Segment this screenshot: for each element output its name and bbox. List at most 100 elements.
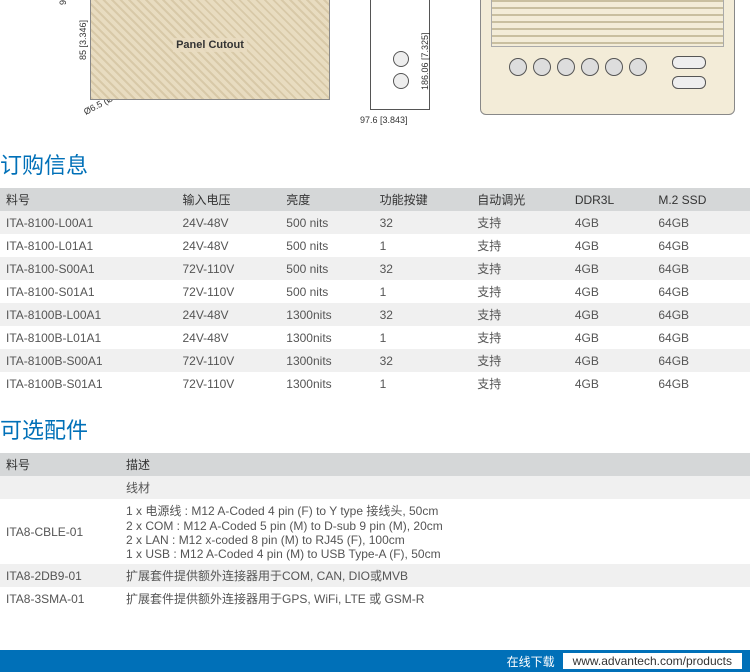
table-row: ITA8-2DB9-01扩展套件提供额外连接器用于COM, CAN, DIO或M… — [0, 564, 750, 587]
table-cell: 支持 — [471, 280, 569, 303]
table-cell: 1 — [374, 326, 472, 349]
dimension-label: 186.06 [7.325] — [420, 32, 430, 90]
table-row: ITA-8100B-S00A172V-110V1300nits32支持4GB64… — [0, 349, 750, 372]
table-cell: 72V-110V — [176, 349, 280, 372]
table-cell: 支持 — [471, 349, 569, 372]
col-m2ssd: M.2 SSD — [652, 188, 750, 211]
dimension-label: 85 [3.346] — [78, 20, 88, 60]
table-cell: 1 — [374, 234, 472, 257]
accessories-table: 料号 描述 线材ITA8-CBLE-011 x 电源线 : M12 A-Code… — [0, 453, 750, 610]
table-cell: 1 x 电源线 : M12 A-Coded 4 pin (F) to Y typ… — [120, 499, 750, 564]
col-desc: 描述 — [120, 453, 750, 476]
dimension-label: 92.7 [3 — [58, 0, 68, 5]
m12-port-icon — [581, 58, 599, 76]
footer-bar: 在线下载 www.advantech.com/products — [0, 650, 750, 672]
heatsink-icon — [491, 0, 724, 47]
table-cell: 支持 — [471, 372, 569, 395]
table-cell: 4GB — [569, 372, 653, 395]
table-row: ITA-8100-S01A172V-110V500 nits1支持4GB64GB — [0, 280, 750, 303]
table-cell: 4GB — [569, 349, 653, 372]
table-cell: 64GB — [652, 326, 750, 349]
table-row: ITA8-3SMA-01扩展套件提供额外连接器用于GPS, WiFi, LTE … — [0, 587, 750, 610]
col-ddr3l: DDR3L — [569, 188, 653, 211]
table-row: ITA8-CBLE-011 x 电源线 : M12 A-Coded 4 pin … — [0, 499, 750, 564]
table-cell: 1 — [374, 372, 472, 395]
table-row: ITA-8100-L00A124V-48V500 nits32支持4GB64GB — [0, 211, 750, 234]
table-cell: 24V-48V — [176, 234, 280, 257]
table-cell: 64GB — [652, 303, 750, 326]
table-cell: 64GB — [652, 280, 750, 303]
table-cell: 64GB — [652, 211, 750, 234]
table-cell: 4GB — [569, 303, 653, 326]
table-cell: 支持 — [471, 326, 569, 349]
panel-cutout-label: Panel Cutout — [173, 38, 247, 52]
table-cell: ITA-8100B-L01A1 — [0, 326, 176, 349]
table-cell: 1300nits — [280, 372, 373, 395]
table-cell: 72V-110V — [176, 257, 280, 280]
m12-port-icon — [605, 58, 623, 76]
connector-icon — [393, 51, 409, 67]
table-cell: 4GB — [569, 280, 653, 303]
table-cell: ITA-8100B-S00A1 — [0, 349, 176, 372]
table-cell: 4GB — [569, 326, 653, 349]
table-cell: 4GB — [569, 257, 653, 280]
table-cell: ITA-8100B-L00A1 — [0, 303, 176, 326]
footer-link[interactable]: www.advantech.com/products — [563, 653, 742, 669]
table-cell: 500 nits — [280, 257, 373, 280]
footer-download-label: 在线下载 — [507, 653, 555, 670]
mechanical-diagram: 92.7 [3 85 [3.3 85 [3.346] Ø6.5 (Ø0.256)… — [0, 0, 750, 130]
table-cell: 24V-48V — [176, 326, 280, 349]
table-cell: 24V-48V — [176, 303, 280, 326]
dimension-label: 97.6 [3.843] — [360, 115, 408, 125]
col-brightness: 亮度 — [280, 188, 373, 211]
col-keys: 功能按键 — [374, 188, 472, 211]
panel-cutout-view: 92.7 [3 85 [3.3 85 [3.346] Ø6.5 (Ø0.256)… — [40, 0, 300, 100]
table-cell: 1300nits — [280, 326, 373, 349]
table-row: ITA-8100-L01A124V-48V500 nits1支持4GB64GB — [0, 234, 750, 257]
side-view: 186.06 [7.325] 97.6 [3.843] — [370, 0, 450, 125]
table-row: ITA-8100B-S01A172V-110V1300nits1支持4GB64G… — [0, 372, 750, 395]
table-cell: 500 nits — [280, 234, 373, 257]
m12-port-icon — [629, 58, 647, 76]
table-cell: ITA-8100-S00A1 — [0, 257, 176, 280]
accessories-heading: 可选配件 — [0, 413, 750, 445]
table-cell: 32 — [374, 349, 472, 372]
table-cell: 支持 — [471, 234, 569, 257]
table-row: ITA-8100B-L01A124V-48V1300nits1支持4GB64GB — [0, 326, 750, 349]
table-cell — [0, 476, 120, 499]
col-dimming: 自动调光 — [471, 188, 569, 211]
table-cell: ITA-8100-S01A1 — [0, 280, 176, 303]
dsub-port-icon — [672, 56, 706, 69]
table-cell: ITA8-CBLE-01 — [0, 499, 120, 564]
ordering-info-heading: 订购信息 — [0, 148, 750, 180]
table-cell: ITA-8100-L01A1 — [0, 234, 176, 257]
table-cell: ITA-8100-L00A1 — [0, 211, 176, 234]
table-cell: 500 nits — [280, 211, 373, 234]
table-cell: ITA8-2DB9-01 — [0, 564, 120, 587]
connector-icon — [393, 73, 409, 89]
table-cell: 1 — [374, 280, 472, 303]
rear-view — [480, 0, 735, 115]
table-cell: 支持 — [471, 303, 569, 326]
table-cell: 72V-110V — [176, 280, 280, 303]
table-cell: 64GB — [652, 372, 750, 395]
table-cell: 32 — [374, 303, 472, 326]
table-row: ITA-8100B-L00A124V-48V1300nits32支持4GB64G… — [0, 303, 750, 326]
table-subheader: 线材 — [0, 476, 750, 499]
m12-port-icon — [557, 58, 575, 76]
table-cell: ITA8-3SMA-01 — [0, 587, 120, 610]
ordering-header-row: 料号 输入电压 亮度 功能按键 自动调光 DDR3L M.2 SSD — [0, 188, 750, 211]
table-cell: 线材 — [120, 476, 750, 499]
table-cell: 64GB — [652, 257, 750, 280]
table-cell: 1300nits — [280, 303, 373, 326]
table-cell: 4GB — [569, 234, 653, 257]
table-cell: 32 — [374, 211, 472, 234]
dsub-port-icon — [672, 76, 706, 89]
col-voltage: 输入电压 — [176, 188, 280, 211]
m12-port-icon — [533, 58, 551, 76]
col-partno: 料号 — [0, 453, 120, 476]
table-cell: 支持 — [471, 257, 569, 280]
table-cell: 扩展套件提供额外连接器用于COM, CAN, DIO或MVB — [120, 564, 750, 587]
m12-port-icon — [509, 58, 527, 76]
table-cell: 64GB — [652, 234, 750, 257]
